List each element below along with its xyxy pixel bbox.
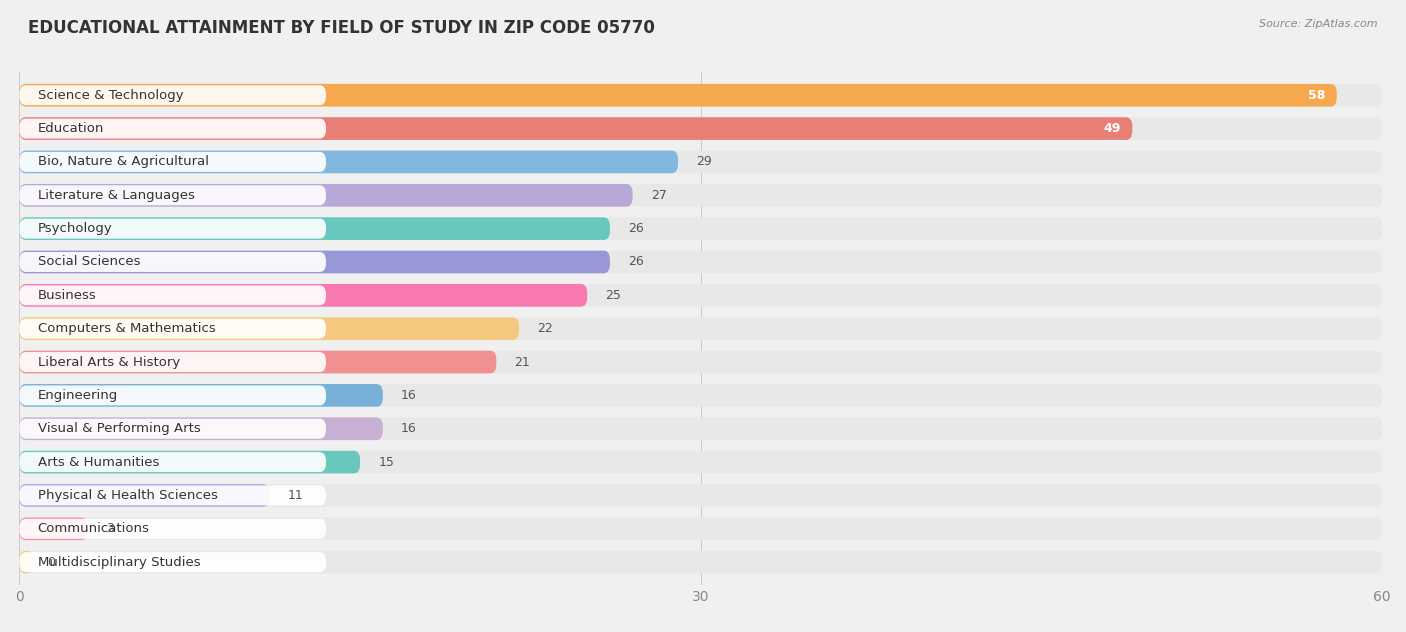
- FancyBboxPatch shape: [20, 317, 1382, 340]
- FancyBboxPatch shape: [20, 184, 1382, 207]
- FancyBboxPatch shape: [20, 351, 496, 374]
- FancyBboxPatch shape: [20, 185, 326, 205]
- Text: Communications: Communications: [38, 522, 149, 535]
- FancyBboxPatch shape: [20, 119, 326, 138]
- FancyBboxPatch shape: [20, 518, 87, 540]
- Text: Liberal Arts & History: Liberal Arts & History: [38, 356, 180, 368]
- Text: Education: Education: [38, 122, 104, 135]
- FancyBboxPatch shape: [20, 84, 1337, 107]
- Text: Source: ZipAtlas.com: Source: ZipAtlas.com: [1260, 19, 1378, 29]
- FancyBboxPatch shape: [20, 118, 1382, 140]
- FancyBboxPatch shape: [20, 551, 1382, 573]
- Text: Physical & Health Sciences: Physical & Health Sciences: [38, 489, 218, 502]
- FancyBboxPatch shape: [20, 217, 1382, 240]
- Text: Bio, Nature & Agricultural: Bio, Nature & Agricultural: [38, 155, 208, 169]
- FancyBboxPatch shape: [20, 319, 326, 339]
- Text: Business: Business: [38, 289, 96, 302]
- FancyBboxPatch shape: [20, 484, 1382, 507]
- FancyBboxPatch shape: [20, 217, 610, 240]
- FancyBboxPatch shape: [20, 118, 1132, 140]
- Text: 29: 29: [696, 155, 711, 169]
- Text: Literature & Languages: Literature & Languages: [38, 189, 194, 202]
- FancyBboxPatch shape: [20, 351, 1382, 374]
- FancyBboxPatch shape: [20, 419, 326, 439]
- FancyBboxPatch shape: [20, 252, 326, 272]
- FancyBboxPatch shape: [20, 451, 1382, 473]
- FancyBboxPatch shape: [20, 384, 382, 407]
- FancyBboxPatch shape: [20, 484, 269, 507]
- Text: 27: 27: [651, 189, 666, 202]
- FancyBboxPatch shape: [20, 85, 326, 105]
- FancyBboxPatch shape: [20, 286, 326, 305]
- FancyBboxPatch shape: [20, 284, 588, 307]
- Text: 16: 16: [401, 422, 416, 435]
- FancyBboxPatch shape: [20, 386, 326, 405]
- FancyBboxPatch shape: [20, 284, 1382, 307]
- Text: 22: 22: [537, 322, 553, 335]
- Text: Visual & Performing Arts: Visual & Performing Arts: [38, 422, 200, 435]
- Text: 49: 49: [1104, 122, 1121, 135]
- FancyBboxPatch shape: [20, 384, 1382, 407]
- Text: 11: 11: [287, 489, 304, 502]
- FancyBboxPatch shape: [20, 317, 519, 340]
- Text: 0: 0: [46, 556, 55, 569]
- FancyBboxPatch shape: [20, 251, 1382, 273]
- Text: Psychology: Psychology: [38, 222, 112, 235]
- Text: Engineering: Engineering: [38, 389, 118, 402]
- Text: 21: 21: [515, 356, 530, 368]
- Text: 25: 25: [606, 289, 621, 302]
- Text: 15: 15: [378, 456, 394, 468]
- FancyBboxPatch shape: [20, 84, 1382, 107]
- FancyBboxPatch shape: [20, 184, 633, 207]
- FancyBboxPatch shape: [20, 551, 32, 573]
- FancyBboxPatch shape: [20, 452, 326, 472]
- Text: 26: 26: [628, 222, 644, 235]
- Text: Computers & Mathematics: Computers & Mathematics: [38, 322, 215, 335]
- FancyBboxPatch shape: [20, 152, 326, 172]
- FancyBboxPatch shape: [20, 485, 326, 506]
- FancyBboxPatch shape: [20, 519, 326, 538]
- FancyBboxPatch shape: [20, 251, 610, 273]
- FancyBboxPatch shape: [20, 417, 382, 440]
- FancyBboxPatch shape: [20, 219, 326, 239]
- Text: Multidisciplinary Studies: Multidisciplinary Studies: [38, 556, 200, 569]
- FancyBboxPatch shape: [20, 150, 678, 173]
- FancyBboxPatch shape: [20, 417, 1382, 440]
- Text: Science & Technology: Science & Technology: [38, 88, 183, 102]
- FancyBboxPatch shape: [20, 518, 1382, 540]
- FancyBboxPatch shape: [20, 352, 326, 372]
- Text: 58: 58: [1308, 88, 1326, 102]
- Text: 26: 26: [628, 255, 644, 269]
- Text: 16: 16: [401, 389, 416, 402]
- FancyBboxPatch shape: [20, 451, 360, 473]
- Text: EDUCATIONAL ATTAINMENT BY FIELD OF STUDY IN ZIP CODE 05770: EDUCATIONAL ATTAINMENT BY FIELD OF STUDY…: [28, 19, 655, 37]
- Text: Social Sciences: Social Sciences: [38, 255, 141, 269]
- FancyBboxPatch shape: [20, 150, 1382, 173]
- Text: Arts & Humanities: Arts & Humanities: [38, 456, 159, 468]
- FancyBboxPatch shape: [20, 552, 326, 572]
- Text: 3: 3: [105, 522, 114, 535]
